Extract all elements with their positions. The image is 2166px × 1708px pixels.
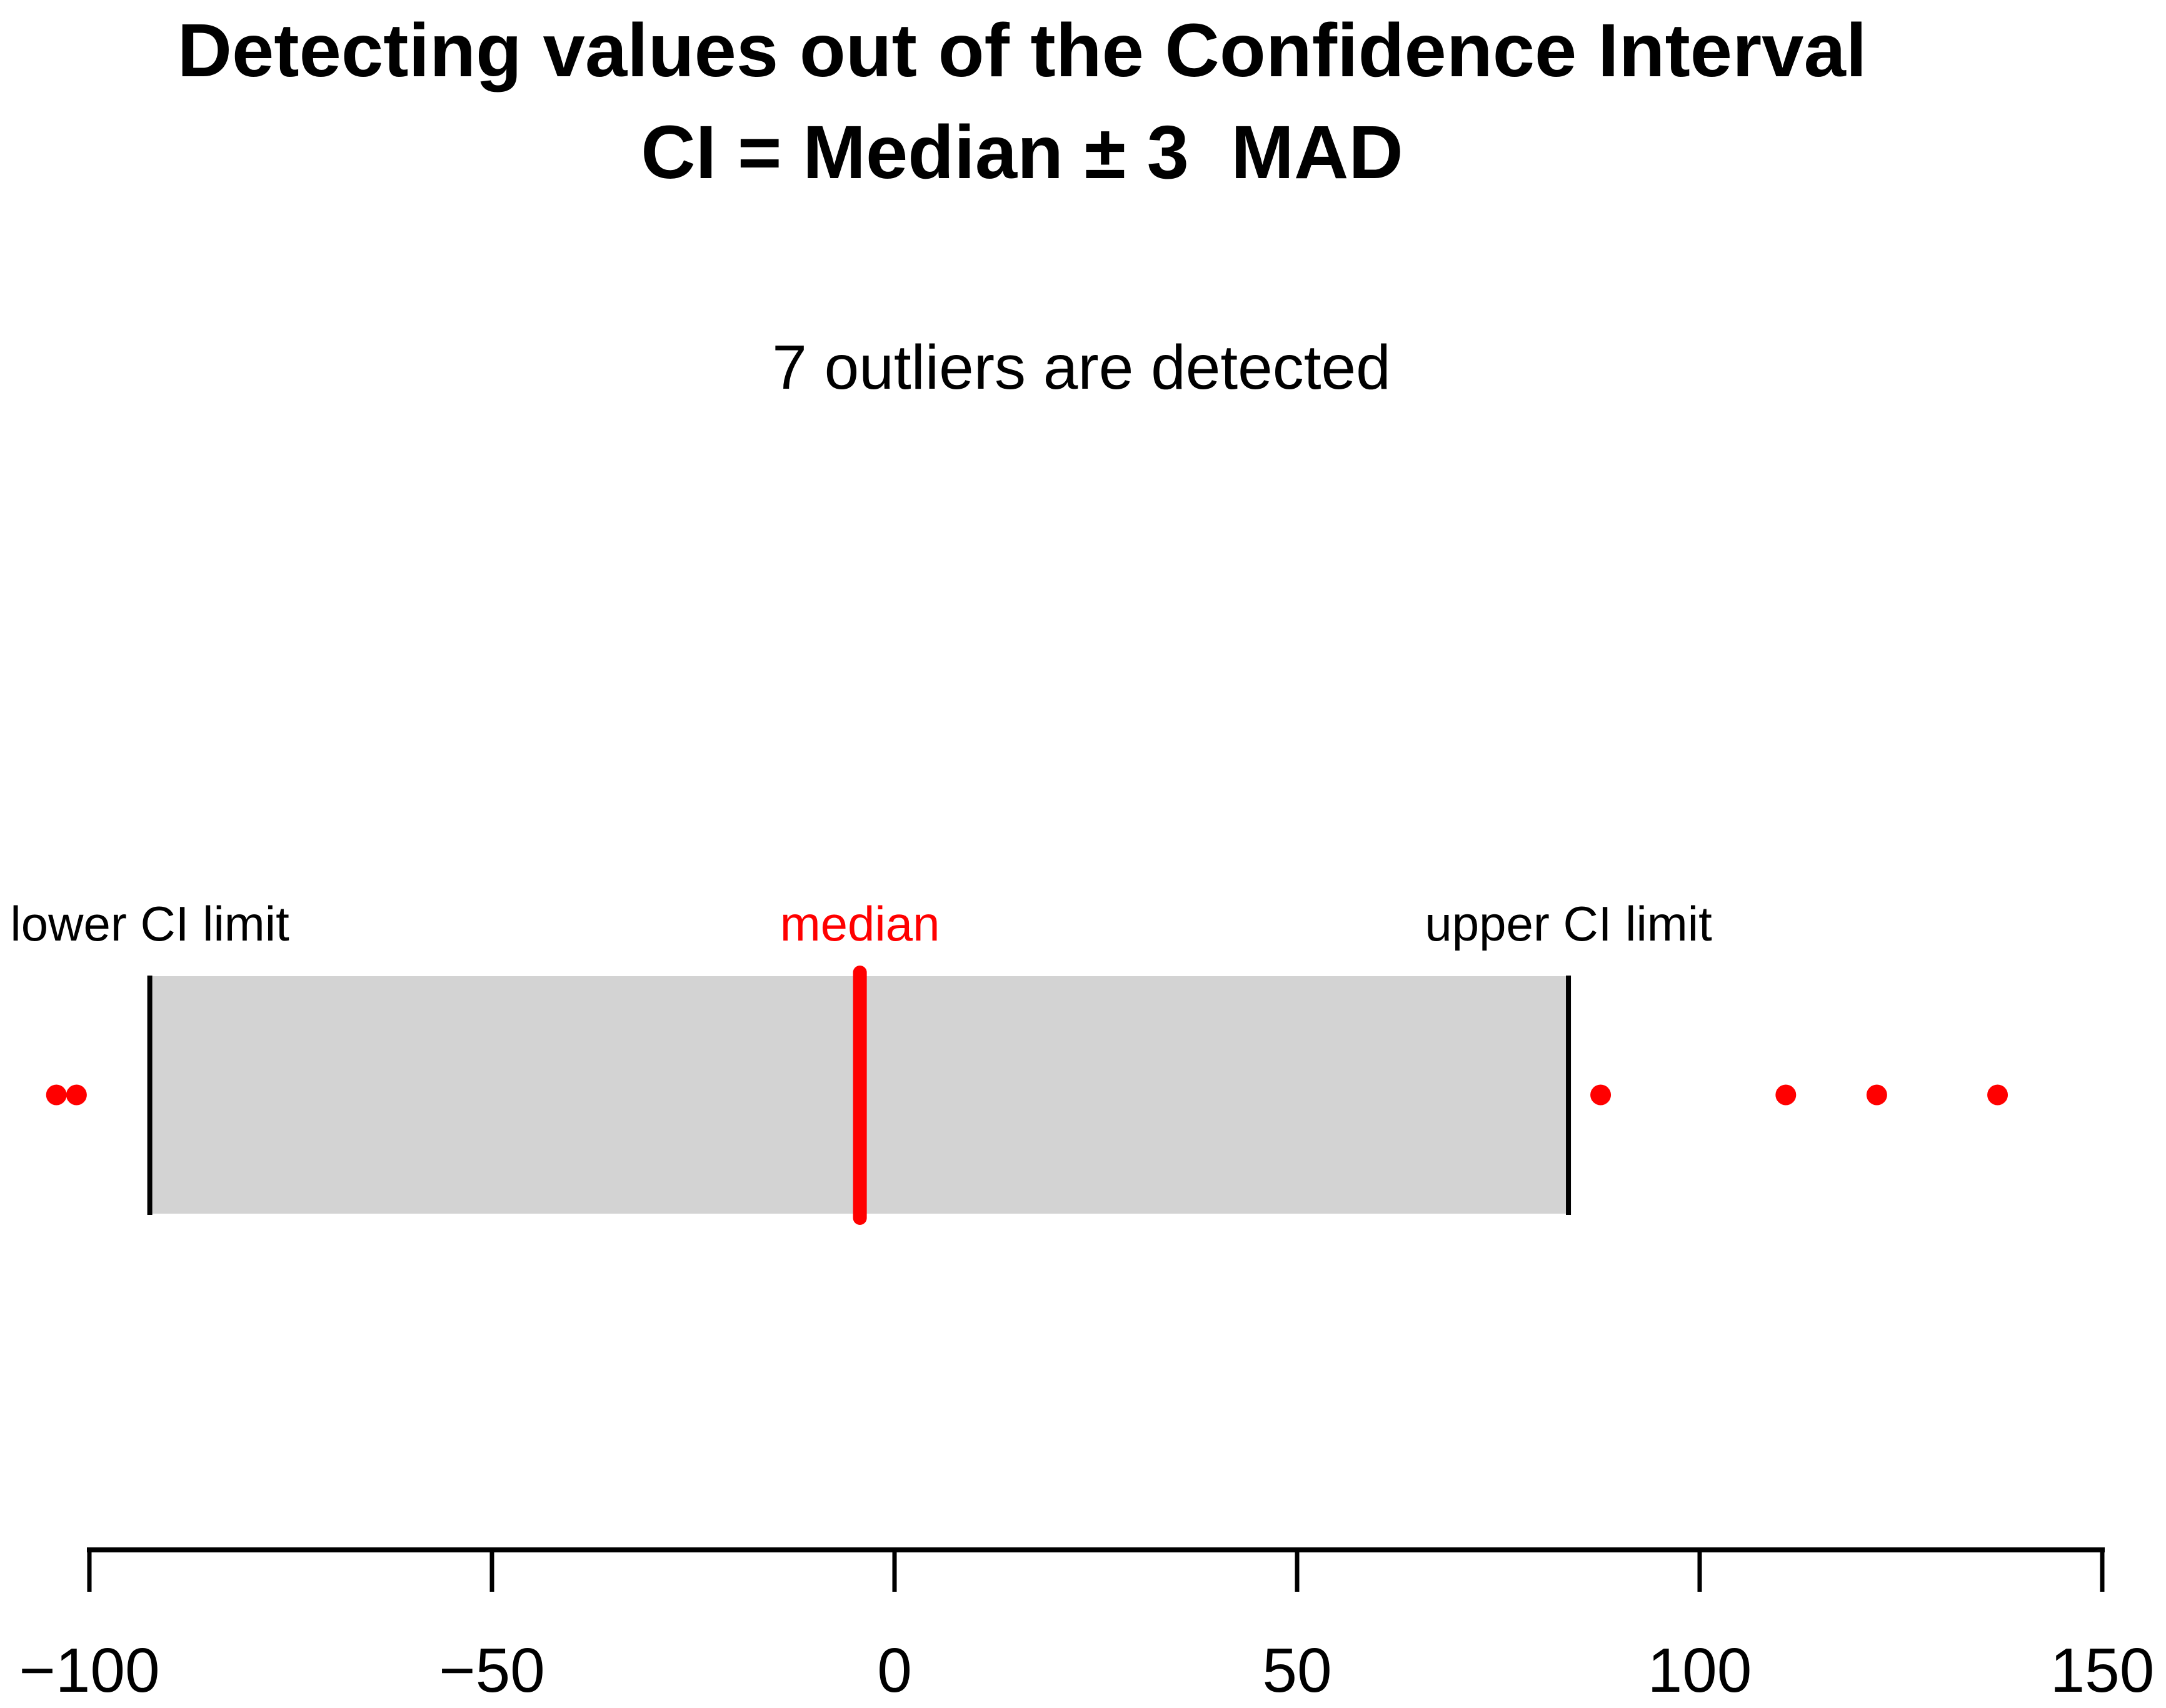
outlier-dot <box>1987 1084 2008 1106</box>
outlier-dot <box>46 1084 67 1106</box>
plot-area: −100 −50 0 50 100 150 <box>19 966 2155 1706</box>
upper-ci-limit-label: upper CI limit <box>1425 896 1712 951</box>
x-axis-tick-label: 100 <box>1648 1636 1752 1706</box>
x-axis-tick-label: 50 <box>1262 1636 1331 1706</box>
chart-title-line1: Detecting values out of the Confidence I… <box>178 7 1867 92</box>
outlier-count-annotation: 7 outliers are detected <box>772 332 1391 402</box>
x-axis-tick-label: −50 <box>439 1636 545 1706</box>
lower-ci-limit-label: lower CI limit <box>10 896 289 951</box>
x-axis-tick-label: −100 <box>19 1636 159 1706</box>
x-axis-tick-label: 0 <box>877 1636 912 1706</box>
chart-title-line2: CI = Median ± 3 MAD <box>641 109 1403 194</box>
outlier-dot <box>1775 1084 1797 1106</box>
outlier-dot <box>1590 1084 1612 1106</box>
outlier-dot <box>1866 1084 1887 1106</box>
outlier-dot <box>66 1084 87 1106</box>
x-axis-tick-label: 150 <box>2050 1636 2155 1706</box>
median-label: median <box>780 896 940 951</box>
